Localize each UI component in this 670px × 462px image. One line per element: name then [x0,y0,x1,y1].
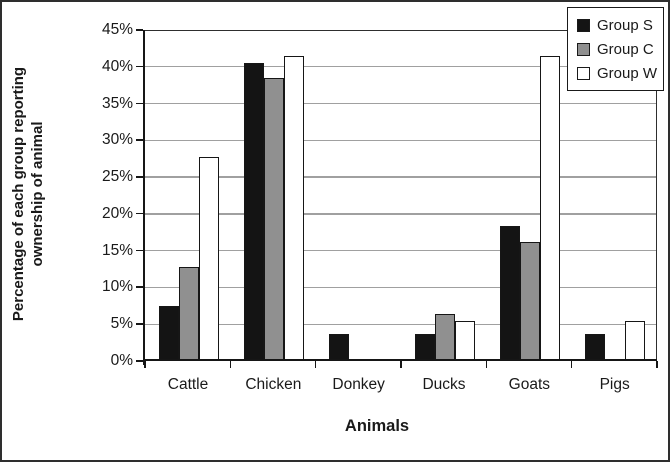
bar-donkey-group-s [329,333,350,361]
legend-swatch-group-s [577,18,590,32]
gridline-20pct [145,213,657,215]
bar-goats-group-c [520,241,541,361]
gridline-40pct [145,66,657,68]
bar-ducks-group-w [454,320,475,361]
category-label-goats: Goats [508,376,550,393]
y-tick-label-45pct: 45% [101,21,133,38]
y-axis-title-line2: ownership of animal [29,121,46,267]
y-tick-label-10pct: 10% [101,278,133,296]
legend-item-group-s: Group S [577,18,663,33]
x-axis-title: Animals [344,417,410,435]
y-tick-35pct [136,102,143,105]
y-tick-label-30pct: 30% [101,131,133,149]
x-tick-6 [656,361,658,368]
y-tick-label-5pct: 5% [110,315,133,333]
y-tick-0pct [136,360,143,362]
bar-pigs-group-w [625,320,646,361]
bar-cattle-group-w [198,157,219,361]
plot-frame-top [145,30,657,32]
plot-frame-right [656,30,658,361]
legend-item-group-w: Group W [577,66,663,81]
bar-cattle-group-c [178,266,199,361]
legend-item-group-c: Group C [577,42,663,57]
bar-chicken-group-s [244,63,265,361]
gridline-10pct [145,286,657,289]
legend-label-group-s: Group S [597,16,653,34]
legend-swatch-group-c [577,42,590,56]
y-axis-title: Percentage of each group reporting owner… [9,22,49,366]
gridline-15pct [145,249,657,252]
y-tick-10pct [136,286,143,289]
y-axis-title-line1: Percentage of each group reporting [10,66,27,322]
legend-label-group-c: Group C [597,40,654,58]
y-tick-label-0pct: 0% [110,352,133,369]
category-label-chicken: Chicken [245,376,302,393]
category-label-cattle: Cattle [167,376,209,393]
y-tick-45pct [136,29,143,31]
x-axis-line [143,359,657,361]
y-tick-label-15pct: 15% [101,241,133,259]
bar-goats-group-w [540,55,561,361]
category-label-donkey: Donkey [332,376,385,393]
gridline-30pct [145,139,657,142]
bar-ducks-group-c [434,313,455,361]
category-label-ducks: Ducks [422,376,466,393]
y-tick-label-40pct: 40% [101,57,133,75]
y-tick-label-25pct: 25% [101,168,133,186]
gridline-25pct [145,176,657,178]
legend: Group S Group C Group W [567,7,664,91]
y-axis-line [143,30,145,365]
plot-area [145,30,657,361]
bar-ducks-group-s [414,333,435,361]
y-tick-20pct [136,212,143,215]
bar-cattle-group-s [158,305,179,361]
y-tick-30pct [136,139,143,141]
x-tick-4 [485,361,488,368]
x-tick-1 [229,361,232,368]
y-tick-5pct [136,323,143,325]
y-tick-label-35pct: 35% [101,94,133,112]
y-tick-15pct [136,249,143,252]
y-tick-40pct [136,65,143,68]
bar-chicken-group-c [264,77,285,361]
x-tick-3 [400,361,402,368]
legend-swatch-group-w [577,66,590,80]
bar-pigs-group-s [585,333,606,361]
y-tick-25pct [136,176,143,178]
gridline-35pct [145,102,657,105]
x-tick-2 [314,361,317,368]
y-tick-label-20pct: 20% [101,204,133,222]
bar-goats-group-s [500,225,521,361]
legend-label-group-w: Group W [597,64,658,82]
bar-chicken-group-w [284,55,305,361]
x-tick-5 [570,361,573,368]
category-label-pigs: Pigs [599,376,630,393]
x-tick-0 [144,361,146,368]
gridline-5pct [145,323,657,325]
